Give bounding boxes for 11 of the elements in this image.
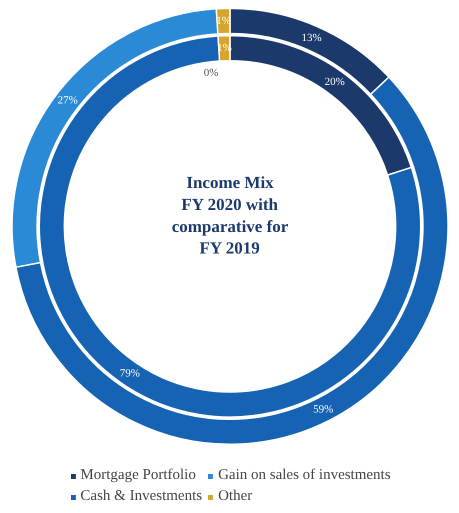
data-label: 59% — [313, 403, 334, 416]
legend-label: Cash & Investments — [80, 488, 202, 505]
text: 0% — [204, 66, 218, 79]
legend-label: Other — [218, 488, 252, 505]
data-label: 27% — [58, 94, 78, 106]
data-label: 13% — [302, 32, 322, 44]
data-label: 79% — [120, 368, 140, 380]
data-label: 20% — [324, 76, 345, 88]
text: Income Mix FY 2020 with comparative for FY 2019 — [172, 173, 289, 258]
legend-label: Mortgage Portfolio — [80, 467, 196, 484]
legend-label: Gain on sales of investments — [218, 467, 391, 484]
